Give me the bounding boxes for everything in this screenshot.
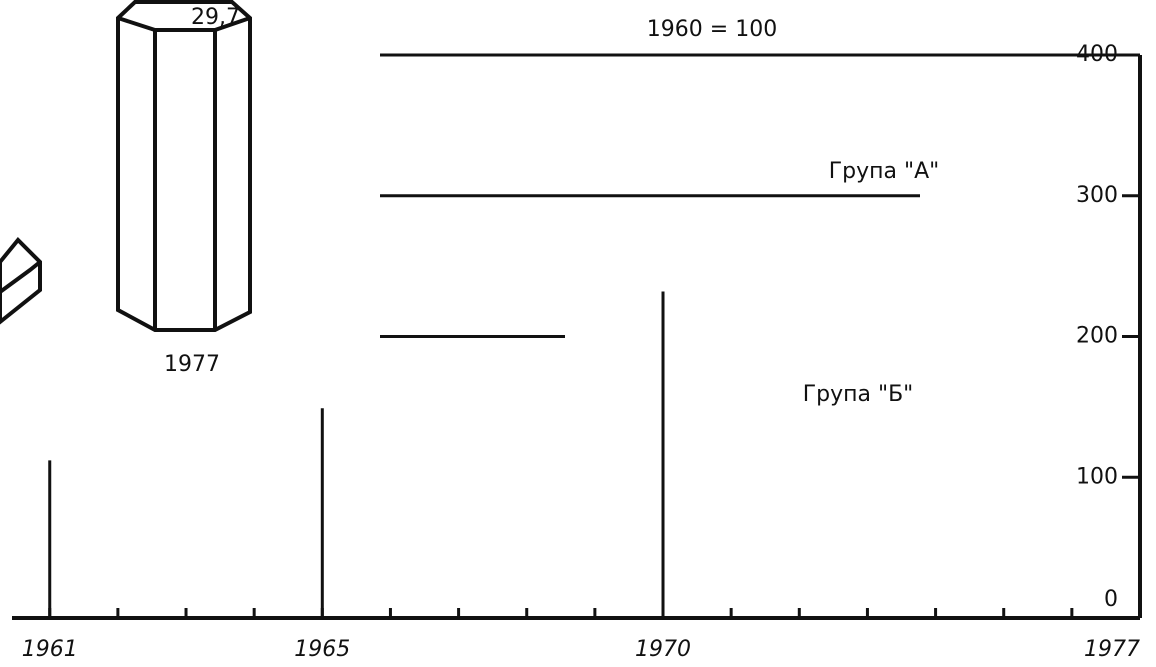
annotation: 29,7: [191, 5, 240, 30]
x-tick-label: 1961: [22, 637, 78, 662]
chart-subtitle: 1960 = 100: [647, 17, 777, 42]
y-tick-label: 100: [1076, 464, 1118, 489]
x-tick-label: 1965: [294, 637, 350, 662]
x-tick-label: 1970: [635, 637, 691, 662]
annotation: Група "Б": [803, 382, 914, 407]
y-tick-label: 200: [1076, 324, 1118, 349]
x-tick-label: 1977: [1084, 637, 1140, 662]
block-icon: [0, 237, 42, 325]
y-tick-label: 300: [1076, 183, 1118, 208]
y-tick-label: 0: [1104, 587, 1118, 612]
prism-icon: [116, 0, 252, 332]
annotation: 1977: [164, 352, 220, 377]
annotation: Група "А": [829, 159, 940, 184]
